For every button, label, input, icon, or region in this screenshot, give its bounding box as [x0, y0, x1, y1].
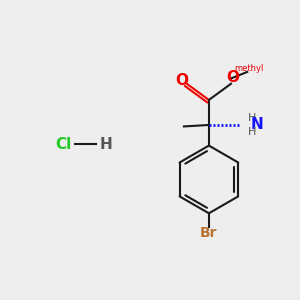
- Text: H: H: [100, 136, 112, 152]
- Text: H: H: [248, 127, 256, 137]
- Text: O: O: [226, 70, 239, 86]
- Text: Br: Br: [200, 226, 218, 240]
- Text: O: O: [175, 73, 188, 88]
- Text: methyl: methyl: [234, 64, 263, 73]
- Text: Cl: Cl: [55, 136, 71, 152]
- Text: N: N: [251, 117, 264, 132]
- Text: H: H: [248, 112, 256, 123]
